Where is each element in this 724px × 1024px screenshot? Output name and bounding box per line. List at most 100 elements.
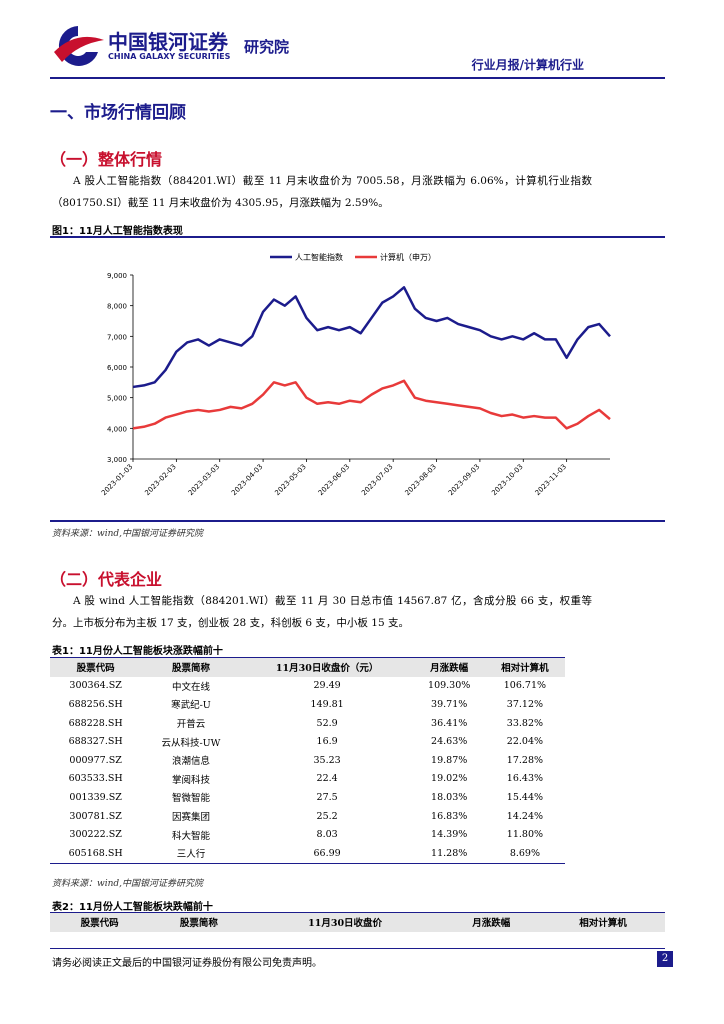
y-tick-label: 3,000	[107, 456, 127, 464]
x-tick-label: 2023-10-03	[490, 463, 524, 497]
cell: 35.23	[313, 754, 341, 766]
cell: 300781.SZ	[69, 810, 122, 822]
cell: 688256.SH	[68, 698, 123, 710]
legend-label: 人工智能指数	[295, 252, 343, 262]
cell: 17.28%	[506, 754, 544, 766]
x-tick-label: 2023-02-03	[143, 463, 177, 497]
header-cell: 股票代码	[50, 912, 150, 932]
cell: 14.24%	[506, 810, 544, 822]
cell: 27.5	[316, 791, 338, 803]
figure-caption: 图1：11月人工智能指数表现	[52, 226, 183, 237]
cell: 19.87%	[431, 754, 468, 766]
cell: 浪潮信息	[171, 756, 210, 768]
cell: 8.03	[316, 829, 338, 841]
cell: 66.99	[313, 847, 341, 859]
row: 605168.SH 三人行 66.99 11.28% 8.69%	[50, 844, 565, 863]
cell: 688228.SH	[68, 717, 123, 729]
source: 资料来源：wind,中国银河证券研究院	[52, 879, 204, 889]
cell: 8.69%	[509, 847, 540, 859]
cell: 掌阅科技	[171, 774, 210, 786]
cell: 37.12%	[506, 698, 544, 710]
y-tick-label: 9,000	[107, 272, 127, 280]
x-tick-label: 2023-07-03	[360, 463, 394, 497]
table-caption: 表1：11月份人工智能板块涨跌幅前十	[52, 646, 223, 657]
source: 资料来源：wind,中国银河证券研究院	[52, 529, 204, 539]
cell: 寒武纪-U	[171, 700, 211, 712]
header-rule	[50, 77, 665, 79]
institute: 研究院	[244, 38, 290, 56]
cell: 300364.SZ	[69, 680, 122, 692]
row: 688327.SH 云从科技-UW 16.9 24.63% 22.04%	[50, 732, 565, 751]
row: 001339.SZ 智微智能 27.5 18.03% 15.44%	[50, 788, 565, 807]
cell: 109.30%	[428, 680, 471, 692]
cell: 106.71%	[503, 680, 547, 692]
header-cell: 11月30日收盘价	[248, 912, 442, 932]
cell: 15.44%	[506, 791, 544, 803]
subsection-title: （二）代表企业	[50, 570, 163, 589]
table: 股票代码 股票简称 11月30日收盘价 月涨跌幅 相对计算机	[50, 912, 665, 932]
y-tick-label: 6,000	[107, 364, 127, 372]
cell: 14.39%	[431, 829, 468, 841]
category: 行业月报/计算机行业	[471, 58, 584, 72]
chart: 3,000 4,000 5,000 6,000 7,000 8,000 9,000 2023-…	[100, 252, 611, 497]
logo-en: CHINA GALAXY SECURITIES	[108, 52, 231, 61]
table-caption: 表2：11月份人工智能板块跌幅前十	[52, 902, 213, 913]
page-number: 2	[657, 951, 673, 967]
cell: 605168.SH	[68, 847, 123, 859]
table: 股票代码 股票简称 11月30日收盘价（元） 月涨跌幅 相对计算机 300364.SZ 中文…	[50, 657, 565, 864]
cell: 33.82%	[506, 717, 544, 729]
x-tick-label: 2023-04-03	[230, 463, 264, 497]
cell: 16.83%	[431, 810, 468, 822]
cell: 688327.SH	[68, 736, 123, 748]
legend-label: 计算机（申万）	[380, 252, 436, 262]
cell: 22.04%	[506, 736, 544, 748]
cell: 中文在线	[171, 681, 210, 693]
x-tick-label: 2023-01-03	[100, 463, 134, 497]
row: 688256.SH 寒武纪-U 149.81 39.71% 37.12%	[50, 695, 565, 714]
cell: 因赛集团	[171, 812, 210, 824]
cell: 39.71%	[431, 698, 468, 710]
x-tick-label: 2023-08-03	[404, 463, 438, 497]
cell: 000977.SZ	[69, 754, 122, 766]
cell: 22.4	[316, 773, 338, 785]
y-tick-label: 7,000	[107, 333, 127, 341]
line	[132, 286, 611, 389]
header-cell: 11月30日收盘价（元）	[240, 657, 414, 677]
y-tick-label: 5,000	[107, 395, 127, 403]
cell: 603533.SH	[68, 773, 123, 785]
cell: 52.9	[316, 717, 338, 729]
cell: 25.2	[316, 810, 338, 822]
cell: 11.80%	[506, 829, 544, 841]
rule	[50, 520, 665, 522]
logo-cn: 中国银河证券	[108, 30, 228, 54]
header-cell: 相对计算机	[484, 657, 565, 677]
cell: 智微智能	[171, 793, 210, 805]
y-tick-label: 8,000	[107, 303, 127, 311]
cell: 三人行	[176, 849, 206, 861]
header-cell: 股票代码	[50, 657, 142, 677]
cell: 开普云	[176, 719, 206, 731]
cell: 19.02%	[431, 773, 468, 785]
row: 688228.SH 开普云 52.9 36.41% 33.82%	[50, 714, 565, 733]
cell: 001339.SZ	[69, 791, 122, 803]
row: 603533.SH 掌阅科技 22.4 19.02% 16.43%	[50, 770, 565, 789]
disclaimer: 请务必阅读正文最后的中国银河证券股份有限公司免责声明。	[52, 958, 322, 969]
x-tick-label: 2023-05-03	[273, 463, 307, 497]
x-tick-label: 2023-11-03	[534, 463, 568, 497]
header-row: 股票代码 股票简称 11月30日收盘价 月涨跌幅 相对计算机	[50, 912, 665, 932]
footer-rule	[50, 948, 665, 949]
y-tick-label: 4,000	[107, 425, 127, 433]
row: 000977.SZ 浪潮信息 35.23 19.87% 17.28%	[50, 751, 565, 770]
header-cell: 相对计算机	[540, 912, 665, 932]
cell: 29.49	[313, 680, 341, 692]
x-tick-label: 2023-03-03	[187, 463, 221, 497]
logo-icon	[54, 26, 104, 66]
header-cell: 股票简称	[149, 912, 249, 932]
cell: 16.43%	[506, 773, 544, 785]
x-tick-label: 2023-06-03	[317, 463, 351, 497]
cell: 149.81	[310, 698, 344, 710]
cell: 300222.SZ	[69, 829, 122, 841]
cell: 24.63%	[431, 736, 468, 748]
x-tick-label: 2023-09-03	[447, 463, 481, 497]
row: 300781.SZ 因赛集团 25.2 16.83% 14.24%	[50, 807, 565, 826]
